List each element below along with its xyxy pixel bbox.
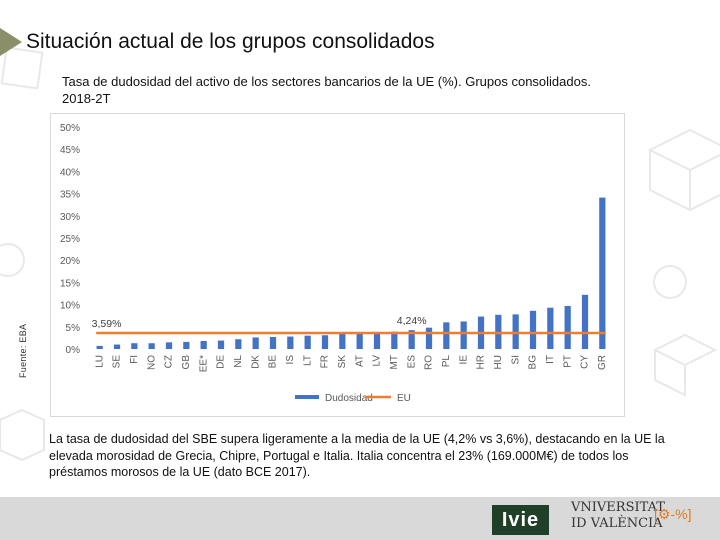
bar-IT: [547, 307, 554, 349]
x-tick-label: LV: [372, 355, 383, 367]
x-tick-label: PL: [441, 355, 452, 368]
bar-GR: [599, 197, 606, 349]
bar-ES: [408, 330, 415, 349]
x-tick-label: FI: [129, 355, 140, 364]
description-text: La tasa de dudosidad del SBE supera lige…: [49, 432, 665, 479]
bar-DK: [252, 337, 259, 349]
x-tick-label: MT: [389, 355, 400, 369]
x-tick-label: GB: [181, 355, 192, 370]
x-tick-label: CZ: [164, 355, 175, 368]
bar-CZ: [165, 342, 173, 349]
x-tick-label: SE: [112, 355, 123, 369]
x-tick-label: EE*: [198, 355, 209, 372]
x-tick-label: RO: [424, 355, 435, 370]
data-label-ES: 4,24%: [397, 315, 427, 327]
bar-BG: [529, 310, 537, 349]
x-tick-label: HU: [493, 355, 504, 369]
x-tick-label: BG: [528, 355, 539, 370]
y-tick-label: 30%: [60, 212, 80, 223]
bar-EE*: [200, 341, 207, 349]
bar-AT: [356, 333, 363, 349]
y-tick-label: 45%: [60, 145, 80, 156]
bar-SI: [512, 314, 519, 349]
x-tick-label: ES: [406, 355, 417, 369]
bar-LT: [304, 335, 311, 349]
university-name-line1: VNIVERSITAT: [571, 500, 665, 515]
bar-DE: [217, 340, 225, 349]
bar-LV: [373, 332, 381, 349]
bar-chart: 0% 5% 10% 15% 20% 25% 30% 35% 40% 45% 50% LU SE FI NO C…: [60, 123, 608, 404]
y-tick-label: 40%: [60, 167, 80, 178]
bar-NO: [148, 343, 155, 349]
title-arrow-icon: [0, 28, 22, 56]
x-tick-label: SK: [337, 355, 348, 369]
y-tick-label: 35%: [60, 190, 80, 201]
x-tick-label: DE: [216, 355, 227, 369]
y-tick-label: 0%: [66, 345, 81, 356]
university-logo: VNIVERSITAT ID VALÈNCIA: [571, 500, 665, 532]
bar-MT: [391, 331, 398, 349]
bar-BE: [269, 337, 277, 349]
bar-IS: [287, 336, 294, 349]
legend-dudosidad-swatch: [295, 395, 319, 399]
y-tick-label: 25%: [60, 234, 80, 245]
x-tick-label: SI: [510, 355, 521, 364]
chart-container: 0% 5% 10% 15% 20% 25% 30% 35% 40% 45% 50% LU SE FI NO C…: [50, 113, 625, 417]
y-tick-label: 5%: [66, 323, 81, 334]
x-tick-label: GR: [597, 355, 608, 370]
percent-logo-icon: [⚙-%]: [654, 506, 692, 522]
bar-GB: [183, 341, 190, 349]
source-label: Fuente: EBA: [18, 323, 28, 378]
bar-SK: [339, 333, 346, 349]
x-tick-label: AT: [354, 355, 365, 367]
bar-CY: [581, 294, 589, 349]
bar-PL: [443, 322, 450, 349]
bar-SE: [113, 344, 121, 349]
x-tick-label: FR: [320, 355, 331, 368]
chart-subtitle: Tasa de dudosidad del activo de los sect…: [62, 74, 591, 106]
x-tick-label: IT: [545, 355, 556, 364]
bar-IE: [460, 321, 467, 349]
x-tick-label: NL: [233, 355, 244, 368]
y-tick-label: 20%: [60, 256, 80, 267]
bar-LU: [96, 345, 103, 349]
bar-PT: [564, 305, 571, 349]
x-tick-label: IE: [458, 355, 469, 365]
x-tick-label: HR: [476, 355, 487, 369]
bar-RO: [425, 327, 433, 349]
legend-dudosidad-label: Dudosidad: [325, 393, 373, 404]
footer-bar: [0, 497, 720, 540]
x-tick-label: PT: [562, 355, 573, 368]
university-name-line2: ID VALÈNCIA: [571, 516, 663, 531]
x-tick-label: LT: [302, 355, 313, 366]
x-tick-label: LU: [94, 355, 105, 368]
bar-FR: [321, 335, 329, 349]
ivie-logo: Ivie: [492, 505, 549, 535]
x-tick-label: NO: [146, 355, 157, 370]
legend-eu-label: EU: [397, 393, 411, 404]
x-tick-label: CY: [580, 355, 591, 369]
x-tick-label: IS: [285, 355, 296, 365]
bar-FI: [131, 343, 138, 349]
y-tick-label: 50%: [60, 123, 80, 134]
x-tick-label: DK: [250, 355, 261, 369]
y-tick-label: 15%: [60, 278, 80, 289]
data-label-LU: 3,59%: [92, 318, 122, 330]
bar-NL: [235, 339, 242, 349]
y-tick-label: 10%: [60, 301, 80, 312]
page-title: Situación actual de los grupos consolida…: [26, 30, 435, 53]
x-tick-label: BE: [268, 355, 279, 369]
